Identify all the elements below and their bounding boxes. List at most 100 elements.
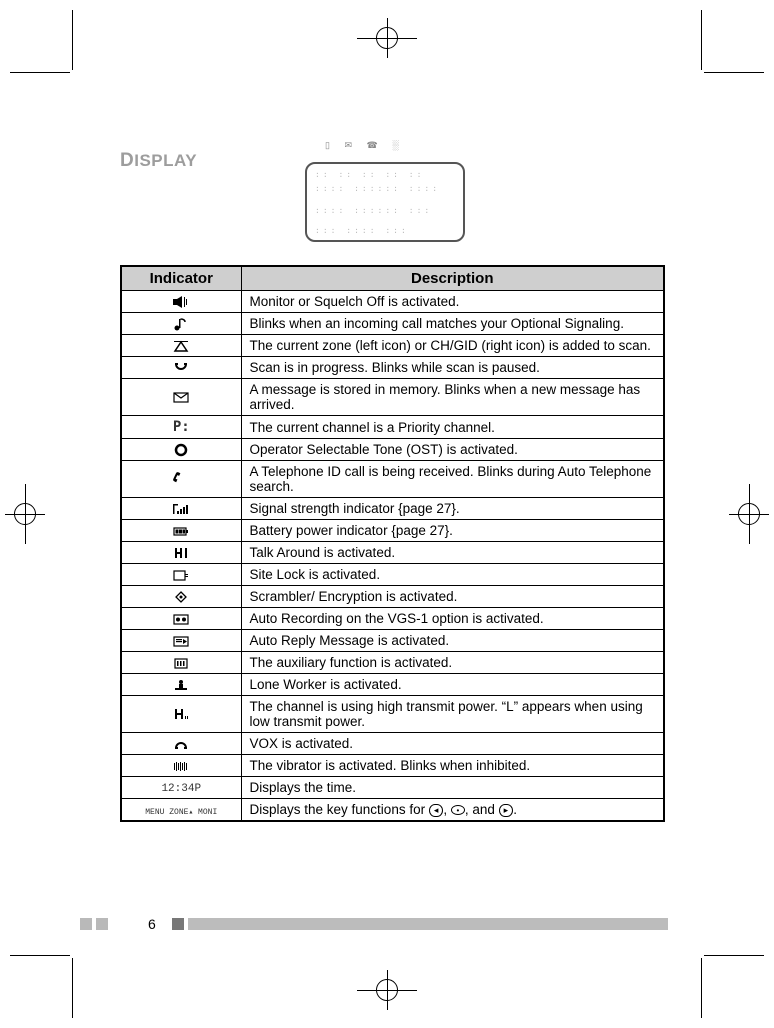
table-row: Auto Reply Message is activated. bbox=[121, 630, 664, 652]
lcd-ghost-row: ::: :::: ::: bbox=[315, 226, 409, 235]
indicator-icon-cell bbox=[121, 608, 241, 630]
key-mid-icon: • bbox=[451, 805, 465, 815]
indicator-icon-cell: 12:34P bbox=[121, 777, 241, 799]
indicator-icon-cell bbox=[121, 542, 241, 564]
rec-icon bbox=[172, 611, 190, 625]
indicator-icon-cell bbox=[121, 630, 241, 652]
description-cell: Scrambler/ Encryption is activated. bbox=[241, 586, 664, 608]
footer-block bbox=[172, 918, 184, 930]
table-row: Monitor or Squelch Off is activated. bbox=[121, 291, 664, 313]
table-row: MENU ZONE▴ MONI Displays the key function… bbox=[121, 799, 664, 822]
triangle-icon bbox=[172, 338, 190, 352]
description-cell: Site Lock is activated. bbox=[241, 564, 664, 586]
indicator-icon-cell bbox=[121, 733, 241, 755]
crop-mark bbox=[72, 10, 73, 70]
table-row: The current zone (left icon) or CH/GID (… bbox=[121, 335, 664, 357]
lcd-ghost-row: :::: :::::: ::: bbox=[315, 206, 432, 215]
description-cell: Monitor or Squelch Off is activated. bbox=[241, 291, 664, 313]
description-cell: Auto Reply Message is activated. bbox=[241, 630, 664, 652]
table-row: Signal strength indicator {page 27}. bbox=[121, 498, 664, 520]
description-cell: Signal strength indicator {page 27}. bbox=[241, 498, 664, 520]
phone-icon bbox=[172, 472, 190, 486]
vibe-icon bbox=[172, 758, 190, 772]
description-cell: The current zone (left icon) or CH/GID (… bbox=[241, 335, 664, 357]
lcd-illustration: ▯ ✉ ☎ ░ :: :: :: :: :: :::: :::::: :::: … bbox=[305, 140, 475, 250]
speaker-icon bbox=[172, 294, 190, 308]
registration-mark-left bbox=[5, 484, 45, 544]
indicator-icon-cell bbox=[121, 564, 241, 586]
footer-bar bbox=[188, 918, 668, 930]
description-cell: The current channel is a Priority channe… bbox=[241, 416, 664, 439]
description-cell: Auto Recording on the VGS-1 option is ac… bbox=[241, 608, 664, 630]
table-row: A Telephone ID call is being received. B… bbox=[121, 461, 664, 498]
registration-mark-bottom bbox=[357, 970, 417, 1010]
lcd-ghost-row: :: :: :: :: :: bbox=[315, 170, 424, 179]
crop-mark bbox=[72, 958, 73, 1018]
signal-icon bbox=[172, 501, 190, 515]
lcd-frame: :: :: :: :: :: :::: :::::: :::: :::: :::… bbox=[305, 162, 465, 242]
reply-icon bbox=[172, 633, 190, 647]
description-cell: The vibrator is activated. Blinks when i… bbox=[241, 755, 664, 777]
indicator-icon-cell bbox=[121, 335, 241, 357]
description-cell: The channel is using high transmit power… bbox=[241, 696, 664, 733]
indicator-icon-cell bbox=[121, 291, 241, 313]
table-row: Site Lock is activated. bbox=[121, 564, 664, 586]
hpower-icon bbox=[172, 707, 190, 721]
description-cell: Displays the key functions for ◂, •, and… bbox=[241, 799, 664, 822]
crop-mark bbox=[701, 958, 702, 1018]
lcd-top-icons: ▯ ✉ ☎ ░ bbox=[325, 140, 405, 151]
scan-icon bbox=[172, 360, 190, 374]
indicator-icon-cell bbox=[121, 379, 241, 416]
description-cell: Lone Worker is activated. bbox=[241, 674, 664, 696]
indicator-icon-cell bbox=[121, 313, 241, 335]
table-row: The channel is using high transmit power… bbox=[121, 696, 664, 733]
indicator-icon-cell bbox=[121, 461, 241, 498]
indicator-icon-cell: MENU ZONE▴ MONI bbox=[121, 799, 241, 822]
priority-icon: P: bbox=[173, 420, 190, 434]
heading-rest: ISPLAY bbox=[134, 151, 197, 170]
key-left-icon: ◂ bbox=[429, 804, 444, 817]
indicator-icon-cell bbox=[121, 586, 241, 608]
description-cell: A Telephone ID call is being received. B… bbox=[241, 461, 664, 498]
indicator-icon-cell bbox=[121, 439, 241, 461]
table-row: Auto Recording on the VGS-1 option is ac… bbox=[121, 608, 664, 630]
table-row: Talk Around is activated. bbox=[121, 542, 664, 564]
crop-mark bbox=[10, 72, 70, 73]
table-row: 12:34P Displays the time. bbox=[121, 777, 664, 799]
loneworker-icon bbox=[172, 677, 190, 691]
vox-icon bbox=[172, 736, 190, 750]
lcd-ghost-row: :::: :::::: :::: bbox=[315, 184, 440, 193]
sitelock-icon bbox=[172, 567, 190, 581]
description-cell: Operator Selectable Tone (OST) is activa… bbox=[241, 439, 664, 461]
battery-icon bbox=[172, 523, 190, 537]
description-cell: Displays the time. bbox=[241, 777, 664, 799]
indicator-icon-cell: P: bbox=[121, 416, 241, 439]
description-cell: The auxiliary function is activated. bbox=[241, 652, 664, 674]
table-row: The auxiliary function is activated. bbox=[121, 652, 664, 674]
indicator-table: Indicator Description Monitor or Squelch… bbox=[120, 265, 665, 822]
crop-mark bbox=[704, 72, 764, 73]
description-cell: A message is stored in memory. Blinks wh… bbox=[241, 379, 664, 416]
table-row: Scrambler/ Encryption is activated. bbox=[121, 586, 664, 608]
table-row: Blinks when an incoming call matches you… bbox=[121, 313, 664, 335]
table-row: Battery power indicator {page 27}. bbox=[121, 520, 664, 542]
registration-mark-right bbox=[729, 484, 769, 544]
aux-icon bbox=[172, 655, 190, 669]
indicator-icon-cell bbox=[121, 357, 241, 379]
indicator-icon-cell bbox=[121, 652, 241, 674]
description-cell: Battery power indicator {page 27}. bbox=[241, 520, 664, 542]
indicator-icon-cell bbox=[121, 498, 241, 520]
time-icon: 12:34P bbox=[161, 783, 201, 795]
page-number: 6 bbox=[148, 916, 156, 932]
footer-block bbox=[96, 918, 108, 930]
table-row: Scan is in progress. Blinks while scan i… bbox=[121, 357, 664, 379]
envelope-icon bbox=[172, 390, 190, 404]
table-row: The vibrator is activated. Blinks when i… bbox=[121, 755, 664, 777]
footer-block bbox=[80, 918, 92, 930]
table-row: P: The current channel is a Priority chan… bbox=[121, 416, 664, 439]
keys-icon: MENU ZONE▴ MONI bbox=[145, 808, 217, 817]
crop-mark bbox=[704, 955, 764, 956]
description-cell: VOX is activated. bbox=[241, 733, 664, 755]
description-cell: Scan is in progress. Blinks while scan i… bbox=[241, 357, 664, 379]
registration-mark-top bbox=[357, 18, 417, 58]
